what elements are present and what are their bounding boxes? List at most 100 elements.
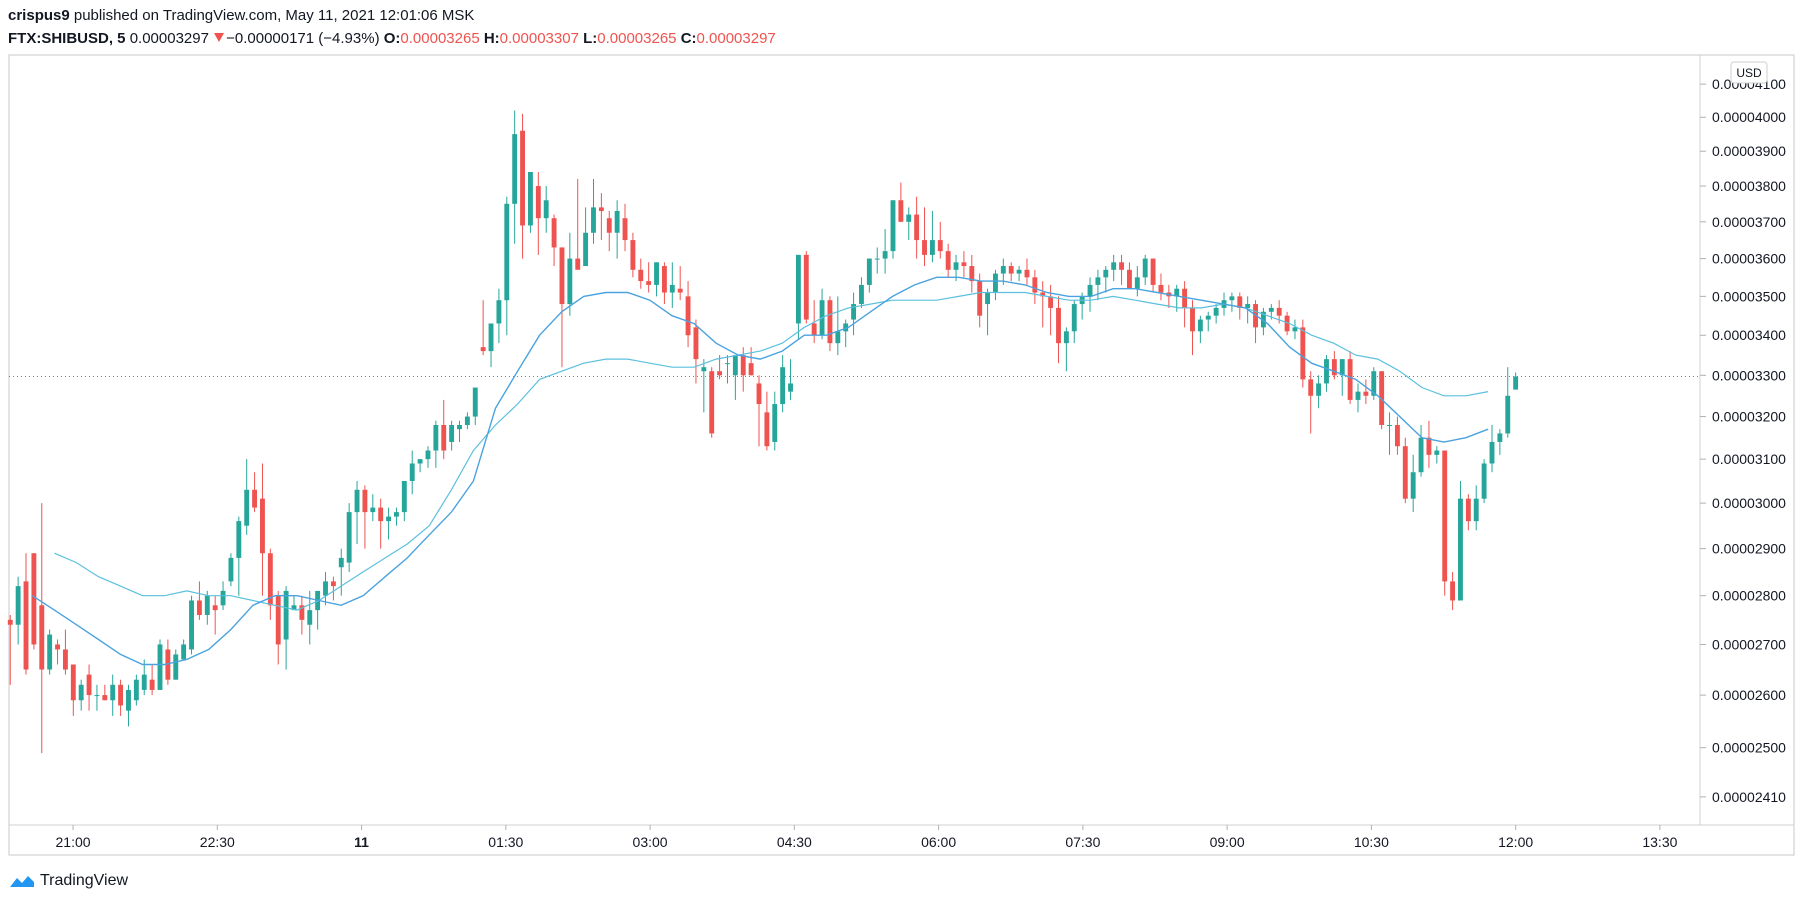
candle-body xyxy=(244,489,250,526)
candle-body xyxy=(732,355,738,376)
candle-body xyxy=(977,281,983,316)
candle-body xyxy=(118,684,124,706)
candle-body xyxy=(23,581,29,670)
candle-body xyxy=(1158,284,1164,293)
candle-body xyxy=(1355,391,1361,400)
candle-body xyxy=(654,262,659,285)
candle-body xyxy=(291,605,297,611)
time-tick-label: 13:30 xyxy=(1642,834,1677,850)
candle-body xyxy=(890,200,896,252)
candle-body xyxy=(149,679,155,690)
candle-body xyxy=(945,251,951,270)
candle-body xyxy=(993,273,998,293)
candle-body xyxy=(1418,437,1424,473)
candle-body xyxy=(378,507,384,522)
candle-body xyxy=(1292,327,1298,332)
candle-body xyxy=(1237,296,1243,308)
candle-body xyxy=(1071,304,1077,332)
candle-body xyxy=(961,262,967,267)
price-tick-label: 0.00003300 xyxy=(1712,367,1786,383)
candle-body xyxy=(1197,319,1203,332)
candle-body xyxy=(1103,269,1109,278)
candle-body xyxy=(464,416,470,425)
price-tick-label: 0.00002500 xyxy=(1712,740,1786,756)
price-tick-label: 0.00003900 xyxy=(1712,143,1786,159)
candle-body xyxy=(441,424,447,451)
candle-body xyxy=(141,674,147,690)
time-tick-label: 07:30 xyxy=(1065,834,1100,850)
brand-footer[interactable]: TradingView xyxy=(8,872,128,890)
candle-body xyxy=(31,553,37,645)
candle-body xyxy=(362,489,368,513)
currency-badge[interactable] xyxy=(1730,61,1768,84)
candle-body xyxy=(835,331,841,344)
candle-body xyxy=(299,605,305,620)
candle-body xyxy=(252,489,258,508)
candle-body xyxy=(551,218,557,248)
candle-body xyxy=(1505,395,1511,434)
candle-body xyxy=(661,266,667,293)
candle-body xyxy=(1284,315,1290,332)
candle-body xyxy=(370,507,376,513)
candle-body xyxy=(70,664,76,701)
candle-body xyxy=(354,489,360,513)
candle-body xyxy=(788,383,793,392)
chart-frame xyxy=(8,54,1795,856)
open-label: O: xyxy=(383,30,401,47)
candle-body xyxy=(196,600,202,615)
candle-body xyxy=(740,355,746,376)
candle-body xyxy=(1268,307,1274,312)
symbol-name[interactable]: FTX:SHIBUSD, 5 xyxy=(8,30,126,47)
time-tick-label: 12:00 xyxy=(1498,834,1533,850)
candle-body xyxy=(843,323,849,332)
candle-body xyxy=(795,254,801,324)
low-value: 0.00003265 xyxy=(597,30,677,47)
price-tick-label: 0.00002900 xyxy=(1712,541,1786,557)
currency-label: USD xyxy=(1736,66,1762,80)
high-value: 0.00003307 xyxy=(499,30,579,47)
candle-body xyxy=(228,557,234,582)
candle-body xyxy=(985,292,991,305)
candle-body xyxy=(1513,376,1519,390)
candle-body xyxy=(1308,379,1314,396)
author-name[interactable]: crispus9 xyxy=(8,7,70,24)
open-value: 0.00003265 xyxy=(400,30,480,47)
candle-body xyxy=(126,689,131,711)
time-axis[interactable]: 21:00 22:30 11 01:30 03:00 04:30 06:00 07:30 09:… xyxy=(56,825,1678,850)
time-tick-label: 03:00 xyxy=(633,834,668,850)
candle-body xyxy=(457,424,462,430)
candle-body xyxy=(1032,277,1038,293)
price-axis[interactable]: 0.000041000.000040000.000039000.00003800… xyxy=(1700,76,1786,805)
symbol-info-bar: FTX:SHIBUSD, 5 0.00003297 −0.00000171 (−… xyxy=(8,30,776,47)
candle-body xyxy=(591,207,596,233)
time-tick-label: 11 xyxy=(354,834,369,850)
candle-body xyxy=(937,240,943,252)
candle-body xyxy=(1008,266,1014,274)
candle-body xyxy=(1119,262,1125,270)
candle-body xyxy=(559,247,565,305)
candle-body xyxy=(898,200,904,222)
candle-body xyxy=(882,251,888,259)
candle-body xyxy=(102,695,108,701)
candle-body xyxy=(811,323,817,336)
candle-body xyxy=(520,130,525,226)
candle-body xyxy=(1426,437,1432,455)
candle-body xyxy=(914,214,920,241)
candle-body xyxy=(764,412,770,447)
candle-body xyxy=(1095,277,1101,285)
candle-body xyxy=(346,512,352,563)
tradingview-logo-icon xyxy=(10,876,34,887)
candle-body xyxy=(583,232,589,267)
candle-body xyxy=(275,595,281,645)
candle-body xyxy=(1150,258,1156,285)
candle-body xyxy=(693,327,699,360)
candle-body xyxy=(409,463,415,481)
candle-body xyxy=(701,367,707,372)
price-tick-label: 0.00003700 xyxy=(1712,214,1786,230)
candle-body xyxy=(1387,424,1392,426)
candle-body xyxy=(504,203,510,301)
candle-body xyxy=(953,262,959,270)
candle-body xyxy=(598,207,604,211)
candle-body xyxy=(1347,359,1353,400)
